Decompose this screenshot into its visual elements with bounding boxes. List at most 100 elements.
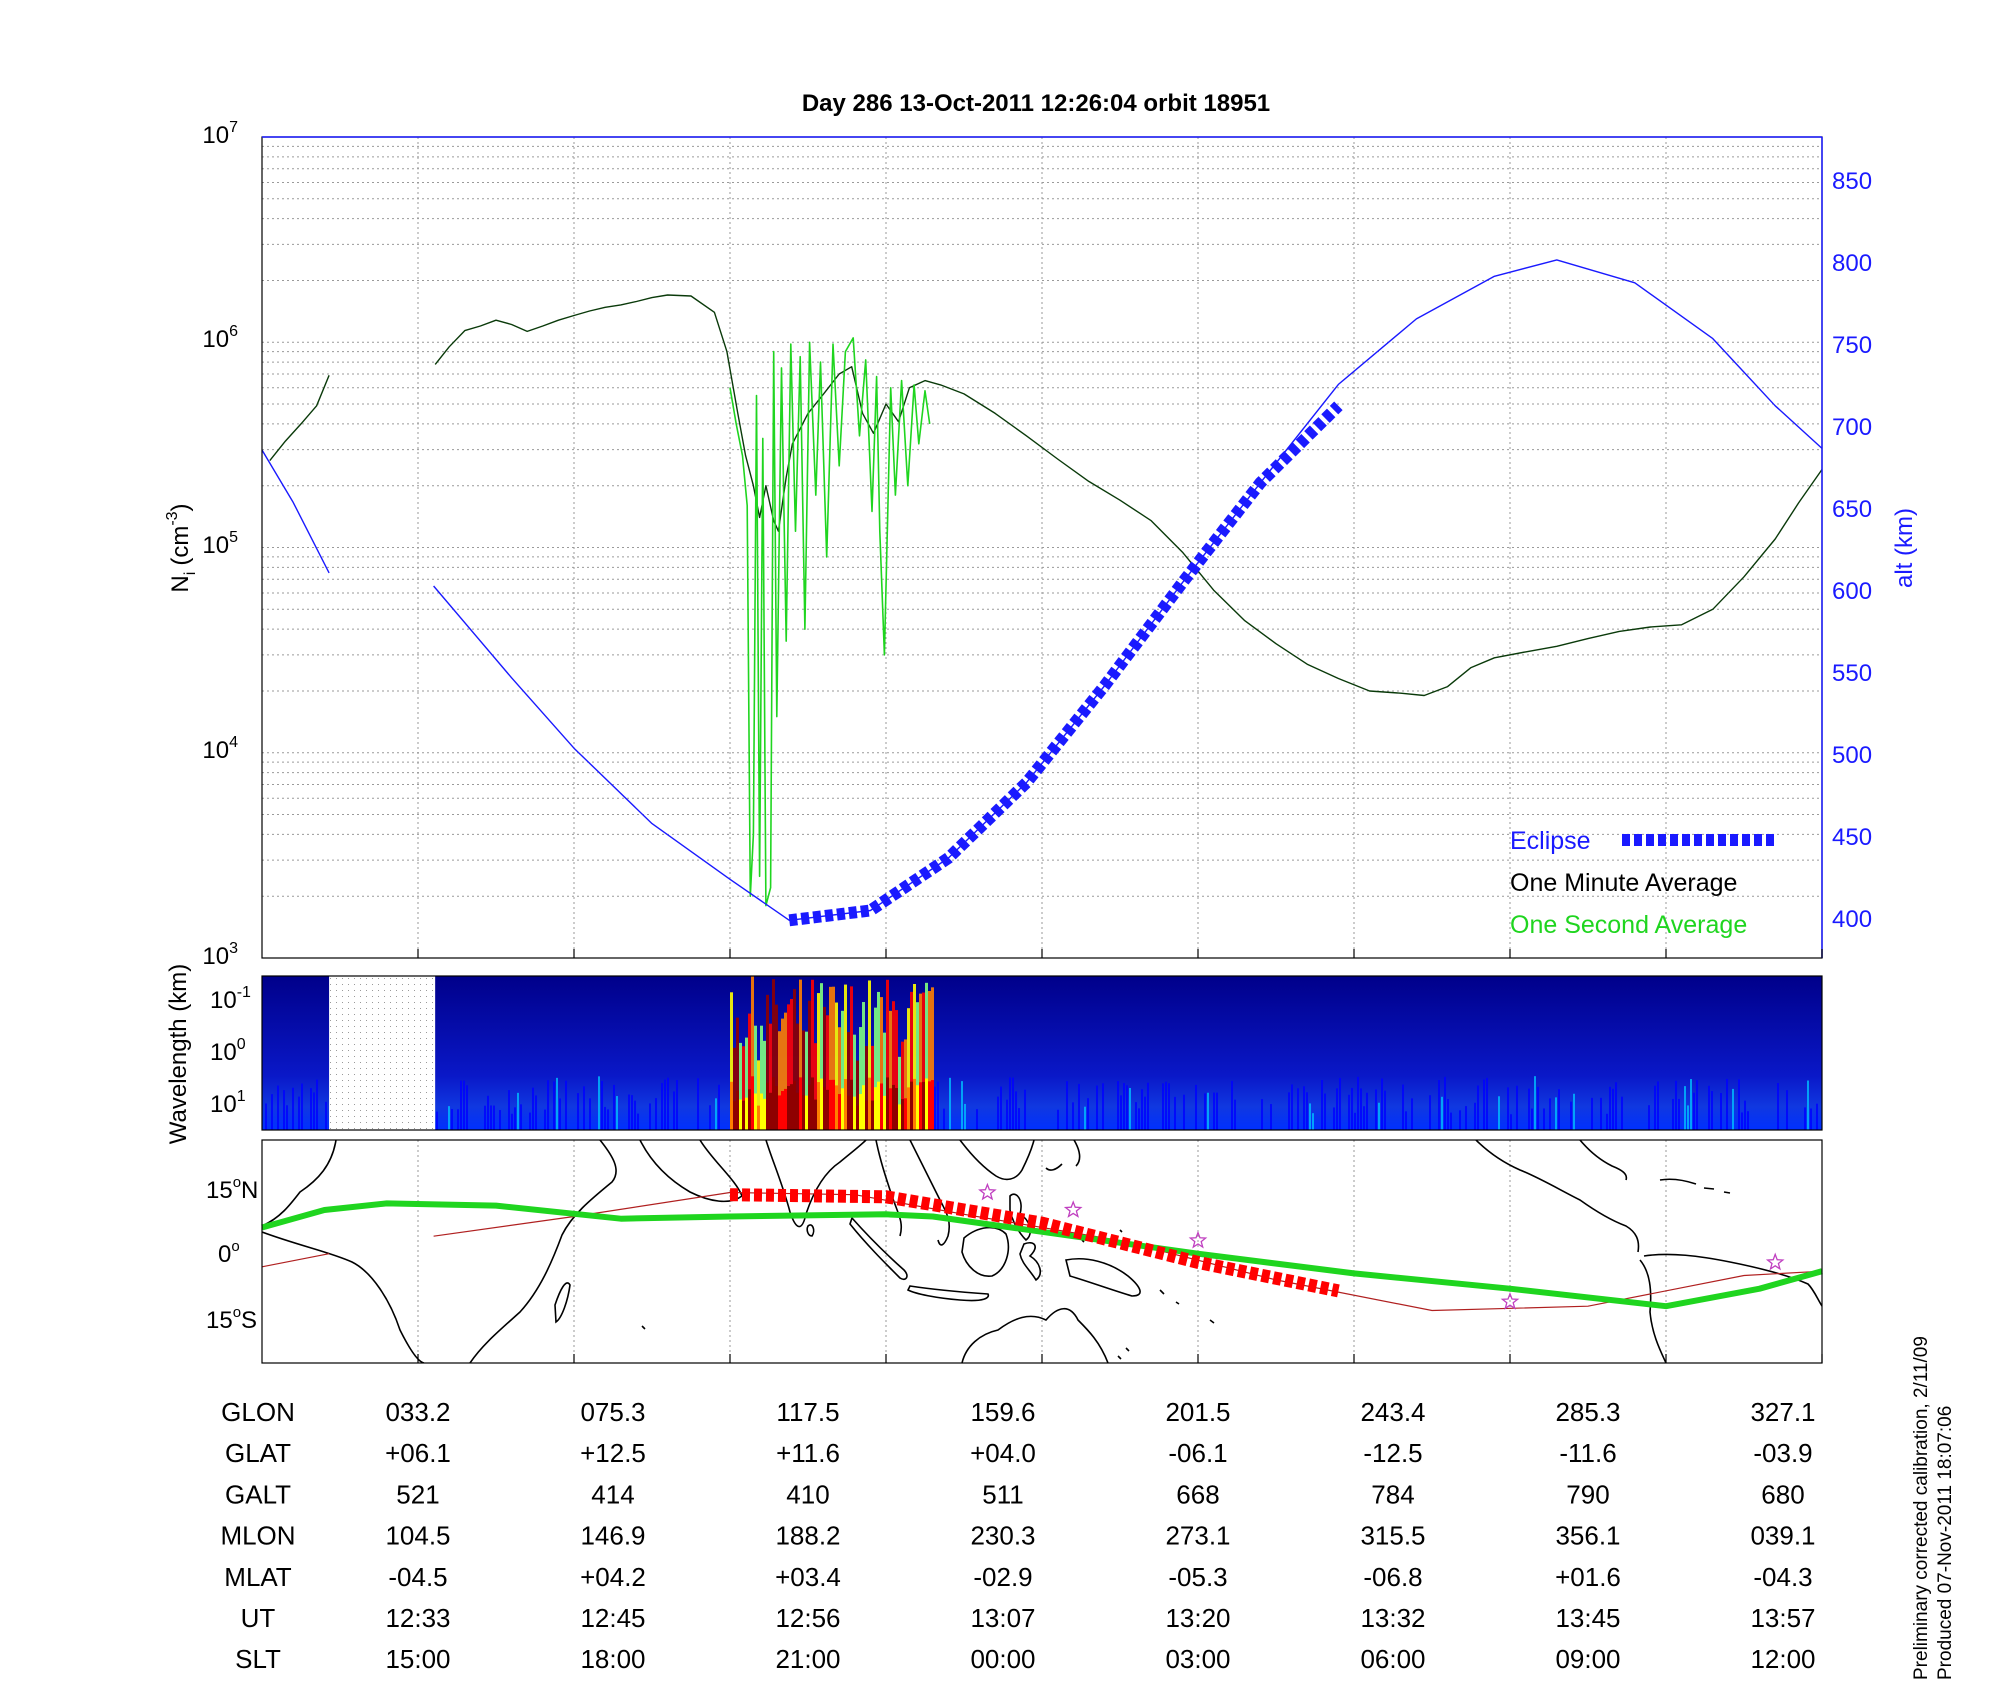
- table-row-label: UT: [241, 1603, 276, 1633]
- table-cell: 21:00: [775, 1644, 840, 1674]
- table-cell: 327.1: [1750, 1397, 1815, 1427]
- spectrogram-column: [751, 1076, 754, 1130]
- chart-title: Day 286 13-Oct-2011 12:26:04 orbit 18951: [802, 90, 1270, 117]
- table-cell: 12:56: [775, 1603, 840, 1633]
- spectrogram-column: [628, 1094, 630, 1130]
- spectrogram-column: [1297, 1088, 1299, 1130]
- spectrogram-column: [844, 1079, 847, 1130]
- lat-tick-label: 0o: [218, 1238, 240, 1268]
- spectrogram-column: [1516, 1085, 1518, 1130]
- table-cell: 356.1: [1555, 1521, 1620, 1551]
- table-cell: 18:00: [580, 1644, 645, 1674]
- spectrogram-column: [733, 1101, 736, 1130]
- spectrogram-column: [1381, 1078, 1383, 1130]
- spectrogram-column: [874, 1007, 877, 1130]
- station-marker: [1765, 1252, 1785, 1271]
- spectrogram-column: [607, 1109, 609, 1130]
- table-cell: 784: [1371, 1479, 1414, 1509]
- map-panel: 15oN 0o 15oS: [206, 1139, 1823, 1364]
- spectrogram-column: [1621, 1096, 1623, 1130]
- table-cell: -06.8: [1363, 1562, 1422, 1592]
- spectrogram-column: [730, 992, 733, 1130]
- series-one-second-average: [729, 337, 931, 907]
- spectrogram-column: [838, 1027, 841, 1130]
- spectrogram-column: [1303, 1086, 1305, 1130]
- spectrogram-column: [796, 1023, 799, 1130]
- coastline-newguinea: [1065, 1257, 1141, 1297]
- spectrogram-column: [1777, 1083, 1779, 1130]
- spectrogram-column: [487, 1095, 489, 1130]
- spectrogram-columns: [265, 976, 1818, 1130]
- spectrogram-column: [1312, 1113, 1314, 1130]
- spectrogram-column: [1126, 1085, 1128, 1130]
- spectrogram-column: [859, 1093, 862, 1130]
- spectrogram-column: [1165, 1081, 1167, 1130]
- alt-tick-label: 600: [1832, 578, 1872, 605]
- spectrogram-column: [1459, 1110, 1461, 1130]
- table-cell: 06:00: [1360, 1644, 1425, 1674]
- spectrogram-column: [811, 1077, 814, 1130]
- spectrogram-column: [835, 1085, 838, 1130]
- wl-tick-label: 101: [210, 1088, 246, 1118]
- spectrogram-column: [1135, 1102, 1137, 1130]
- spectrogram-column: [1000, 1086, 1002, 1130]
- spectrogram-column: [556, 1077, 558, 1130]
- spectrogram-column: [757, 1060, 760, 1130]
- density-grid: [262, 137, 1823, 959]
- spectrogram-column: [1363, 1106, 1365, 1130]
- spectrogram-column: [898, 1104, 901, 1130]
- spectrogram-column: [811, 979, 814, 1130]
- spectrogram-column: [802, 1095, 805, 1130]
- spectrogram-column: [1726, 1078, 1728, 1130]
- spectrogram-column: [1375, 1089, 1377, 1130]
- spectrogram-column: [1648, 1105, 1650, 1130]
- spectrogram-column: [1261, 1099, 1263, 1130]
- coastline-north-america: [1475, 1140, 1640, 1253]
- table-cell: -04.5: [388, 1562, 447, 1592]
- table-cell: 033.2: [385, 1397, 450, 1427]
- spectrogram-column: [826, 1015, 829, 1130]
- spectrogram-column: [1138, 1108, 1140, 1130]
- wl-tick-label: 10-1: [210, 984, 251, 1014]
- spectrogram-column: [1477, 1085, 1479, 1130]
- table-cell: 13:32: [1360, 1603, 1425, 1633]
- spectrogram-column: [1096, 1085, 1098, 1130]
- spectrogram-column: [535, 1095, 537, 1130]
- table-cell: -12.5: [1363, 1438, 1422, 1468]
- spectrogram-column: [1321, 1080, 1323, 1130]
- left-axis-label: Ni(cm-3): [164, 503, 199, 592]
- spectrogram-column: [814, 1099, 817, 1130]
- series-eclipse: [788, 401, 1343, 927]
- spectrogram-column: [922, 992, 925, 1130]
- spectrogram-column: [928, 1081, 931, 1130]
- spectrogram-column: [1141, 1089, 1143, 1130]
- spectrogram-column: [661, 1082, 663, 1130]
- density-panel: 103 104 105 106 107 Ni(cm-3) 400 450 500…: [164, 119, 1918, 970]
- spectrogram-column: [883, 1095, 886, 1130]
- spectrogram-column: [1078, 1083, 1080, 1130]
- spectrogram-column: [466, 1085, 468, 1130]
- spectrogram-column: [1129, 1087, 1131, 1130]
- coastline-srilanka: [806, 1224, 815, 1237]
- table-cell: 201.5: [1165, 1397, 1230, 1427]
- spectrogram-column: [1438, 1080, 1440, 1130]
- spectrogram-column: [997, 1096, 999, 1130]
- spectrogram-column: [886, 979, 889, 1130]
- spectrogram-column: [1306, 1092, 1308, 1130]
- spectrogram-column: [781, 1091, 784, 1130]
- alt-tick-label: 650: [1832, 496, 1872, 523]
- spectrogram-column: [895, 1088, 898, 1130]
- spectrogram-column: [868, 980, 871, 1130]
- spectrogram-column: [913, 1078, 916, 1130]
- spectrogram-column: [787, 1086, 790, 1130]
- spectrogram-column: [559, 1098, 561, 1130]
- spectrogram-column: [871, 1045, 874, 1130]
- spectrogram-column: [1816, 1103, 1818, 1130]
- ytick-label: 104: [202, 734, 238, 764]
- coastline-south-america: [1639, 1253, 1822, 1363]
- spectrogram-column: [1174, 1096, 1176, 1130]
- spectrogram-column: [733, 1047, 736, 1130]
- spectrogram-column: [808, 1084, 811, 1130]
- spectrogram-column: [1066, 1081, 1068, 1130]
- coastlines: [262, 1140, 1822, 1363]
